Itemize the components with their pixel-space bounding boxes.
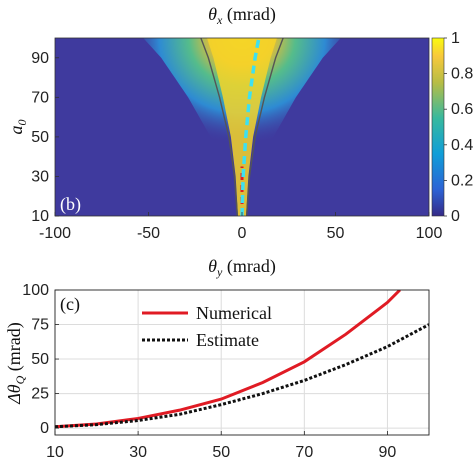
colorbar-tick-label: 1: [451, 30, 460, 47]
heatmap-x-tick-label: -50: [137, 225, 160, 242]
colorbar: [431, 37, 445, 217]
line-y-tick-label: 75: [31, 317, 49, 334]
colorbar-tick-label: 0.8: [451, 66, 473, 83]
line-y-tick-label: 50: [31, 351, 49, 368]
line-x-ticks: 10 30 50 70 90: [46, 431, 396, 461]
heatmap-y-tick-label: 90: [31, 50, 49, 67]
heatmap-x-tick-label: -100: [39, 225, 71, 242]
line-x-label: a0: [235, 469, 250, 474]
line-y-ticks: 0 25 50 75 100: [22, 282, 59, 437]
heatmap-x-label: θy (mrad): [208, 256, 276, 279]
heatmap-x-ticks: -100 -50 0 50 100: [39, 212, 442, 242]
colorbar-tick-label: 0.4: [451, 137, 473, 154]
heatmap-y-ticks: 10 30 50 70 90: [31, 50, 59, 225]
colorbar-tick-label: 0: [451, 208, 460, 225]
heatmap-y-label: a0: [6, 120, 29, 135]
heatmap-x-tick-label: 50: [327, 225, 345, 242]
line-y-tick-label: 100: [22, 282, 49, 299]
panel-label-c: (c): [60, 294, 80, 315]
heatmap-y-tick-label: 10: [31, 208, 49, 225]
line-x-tick-label: 50: [212, 444, 230, 461]
line-y-tick-label: 0: [40, 420, 49, 437]
heatmap-y-tick-label: 70: [31, 89, 49, 106]
colorbar-tick-label: 0.6: [451, 101, 473, 118]
cyan-dashed-line: [240, 38, 261, 216]
series-estimate: [55, 323, 429, 429]
heatmap-x-tick-label: 0: [238, 225, 247, 242]
contour-left: [200, 38, 239, 216]
legend-label-numerical: Numerical: [196, 303, 272, 323]
contour-right: [245, 38, 284, 216]
colorbar-tick-label: 0.2: [451, 172, 473, 189]
line-x-tick-label: 30: [129, 444, 147, 461]
line-panel: (c) 10 30 50 70 90 0 25 50 75 100 Numerical Esti…: [4, 282, 430, 474]
heatmap-y-tick-label: 30: [31, 168, 49, 185]
line-y-tick-label: 25: [31, 386, 49, 403]
legend: Numerical Estimate: [142, 303, 272, 350]
heatmap-plume-core: [207, 38, 277, 216]
line-x-tick-label: 70: [295, 444, 313, 461]
colorbar-ticks: 0 0.2 0.4 0.6 0.8 1: [444, 30, 473, 225]
panel-label-b: (b): [60, 194, 81, 215]
line-grid: [54, 289, 429, 435]
line-frame: [54, 289, 430, 436]
line-x-tick-label: 90: [379, 444, 397, 461]
top-axis-label: θx (mrad): [208, 4, 276, 27]
line-y-label: ΔθQ (mrad): [4, 322, 27, 405]
heatmap-x-tick-label: 100: [416, 225, 443, 242]
line-x-tick-label: 10: [46, 444, 64, 461]
legend-label-estimate: Estimate: [196, 330, 259, 350]
heatmap-y-tick-label: 50: [31, 129, 49, 146]
